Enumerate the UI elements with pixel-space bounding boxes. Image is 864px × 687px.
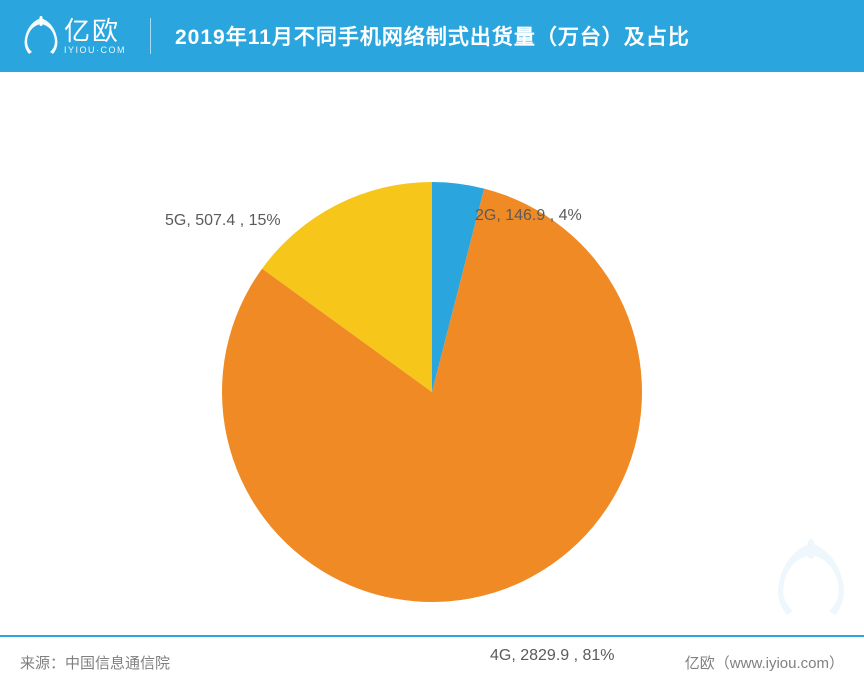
header-divider (150, 18, 151, 54)
brand-label: 亿欧（www.iyiou.com） (685, 652, 844, 673)
watermark-icon (776, 539, 846, 619)
source-label: 来源：中国信息通信院 (20, 652, 170, 673)
logo-icon (24, 16, 58, 56)
header-bar: 亿欧 IYIOU·COM 2019年11月不同手机网络制式出货量（万台）及占比 (0, 0, 864, 72)
pie-chart (0, 72, 864, 632)
slice-label-2G: 2G, 146.9 , 4% (475, 207, 582, 225)
logo-text-cn: 亿欧 (64, 18, 126, 44)
slice-label-5G: 5G, 507.4 , 15% (165, 212, 281, 230)
chart-area: 2G, 146.9 , 4%4G, 2829.9 , 81%5G, 507.4 … (0, 72, 864, 632)
logo-text-en: IYIOU·COM (64, 46, 126, 55)
logo: 亿欧 IYIOU·COM (24, 16, 126, 56)
footer-bar: 来源：中国信息通信院 亿欧（www.iyiou.com） (0, 635, 864, 687)
page-title: 2019年11月不同手机网络制式出货量（万台）及占比 (175, 21, 690, 51)
